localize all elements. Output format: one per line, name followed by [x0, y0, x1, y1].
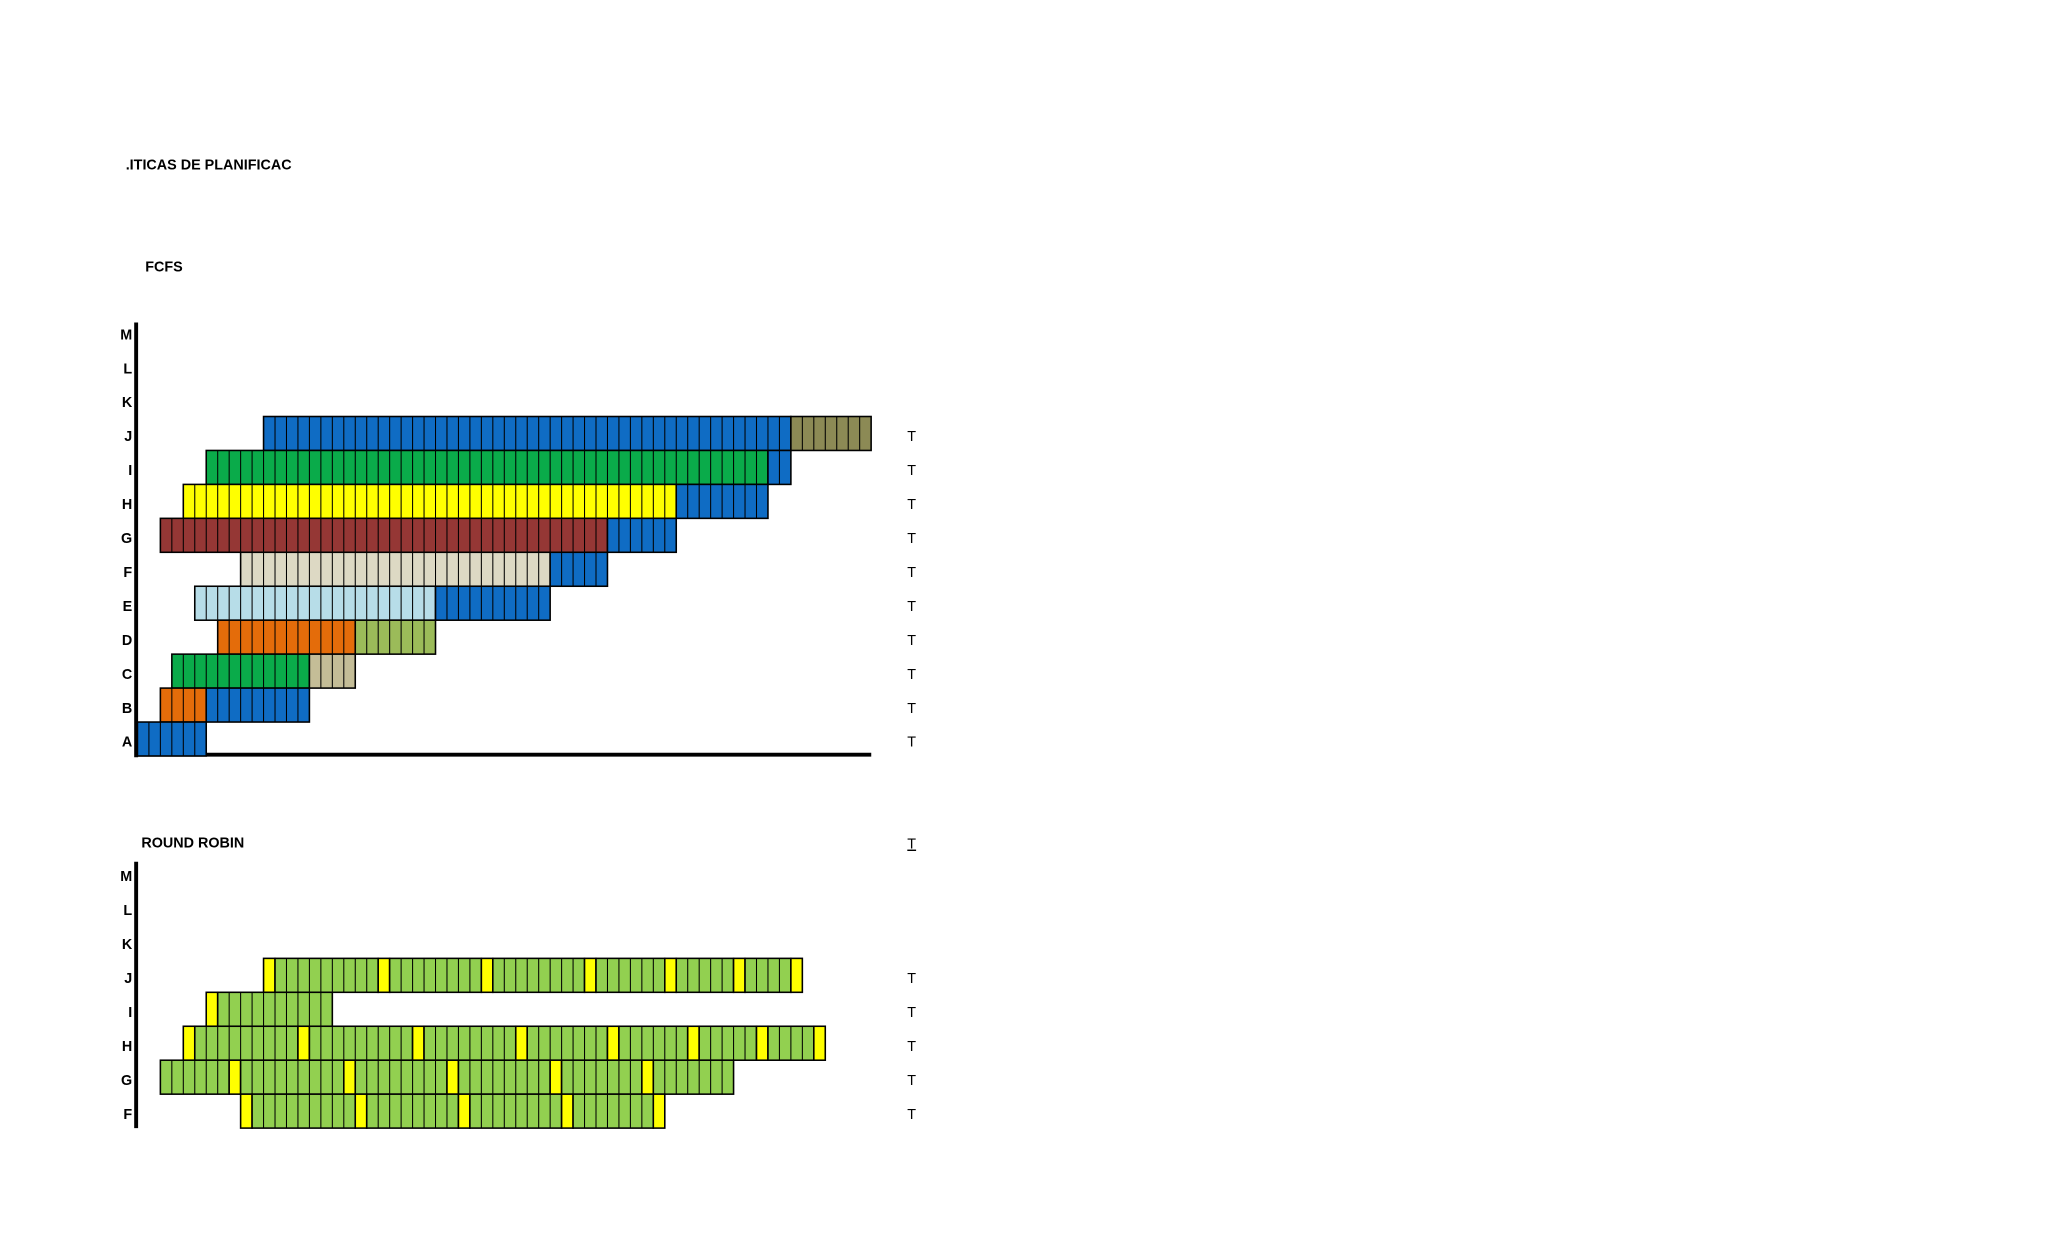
- row-mark: T: [907, 735, 916, 751]
- row-label: F: [123, 565, 132, 581]
- task-segment: [205, 449, 769, 486]
- task-segment: [205, 687, 311, 723]
- task-segment: [354, 1093, 368, 1129]
- row-label: L: [123, 361, 132, 377]
- row-label: J: [124, 971, 132, 987]
- task-segment: [526, 1025, 609, 1061]
- row-mark: T: [907, 667, 916, 683]
- task-segment: [239, 1093, 253, 1129]
- row-mark: T: [907, 463, 916, 479]
- task-segment: [583, 957, 597, 994]
- row-label: J: [124, 429, 132, 445]
- task-segment: [239, 1059, 345, 1095]
- row-label: I: [128, 463, 132, 479]
- task-segment: [446, 1059, 460, 1095]
- header-mark: T: [907, 837, 916, 853]
- row-label: C: [122, 667, 132, 683]
- task-segment: [205, 991, 219, 1028]
- task-segment: [698, 1025, 758, 1061]
- task-segment: [790, 957, 804, 994]
- task-segment: [732, 957, 746, 994]
- row-label: A: [122, 735, 132, 751]
- task-segment: [514, 1025, 529, 1061]
- task-segment: [480, 957, 494, 994]
- task-segment: [411, 1025, 425, 1061]
- task-segment: [228, 1059, 242, 1095]
- task-segment: [549, 1059, 563, 1095]
- task-segment: [641, 1059, 655, 1095]
- sheet-title: .ITICAS DE PLANIFICAC: [126, 158, 292, 174]
- row-mark: T: [907, 701, 916, 717]
- row-mark: T: [907, 497, 916, 513]
- row-mark: T: [907, 971, 916, 987]
- row-label: K: [122, 395, 133, 411]
- task-segment: [457, 1093, 471, 1129]
- task-segment: [262, 957, 276, 994]
- row-label: F: [123, 1107, 132, 1123]
- row-mark: T: [907, 1005, 916, 1021]
- row-mark: T: [907, 565, 916, 581]
- task-segment: [182, 1025, 196, 1061]
- task-segment: [549, 551, 609, 588]
- task-segment: [193, 1025, 299, 1061]
- section-title: FCFS: [145, 259, 183, 275]
- row-label: I: [128, 1005, 132, 1021]
- task-segment: [343, 1059, 357, 1095]
- task-segment: [159, 517, 609, 554]
- row-mark: T: [907, 531, 916, 547]
- task-segment: [377, 957, 391, 994]
- task-segment: [560, 1059, 643, 1095]
- task-segment: [193, 585, 437, 621]
- task-segment: [652, 1093, 666, 1129]
- row-mark: T: [907, 1073, 916, 1089]
- task-segment: [606, 1025, 620, 1061]
- task-segment: [308, 1025, 414, 1061]
- row-mark: T: [907, 429, 916, 445]
- task-segment: [297, 1025, 311, 1061]
- task-segment: [354, 619, 437, 655]
- task-segment: [790, 415, 872, 452]
- task-segment: [686, 1025, 700, 1061]
- row-label: L: [123, 903, 132, 919]
- section-title: ROUND ROBIN: [141, 835, 244, 851]
- row-mark: T: [907, 633, 916, 649]
- task-segment: [560, 1093, 574, 1129]
- row-label: K: [122, 937, 133, 953]
- task-segment: [652, 1059, 735, 1095]
- row-mark: T: [907, 1039, 916, 1055]
- task-segment: [675, 957, 735, 994]
- row-label: H: [122, 1039, 132, 1055]
- row-label: M: [120, 869, 132, 885]
- row-mark: T: [907, 1107, 916, 1123]
- row-label: G: [121, 531, 132, 547]
- task-segment: [251, 1093, 357, 1129]
- row-label: D: [122, 633, 132, 649]
- task-segment: [572, 1093, 655, 1129]
- task-segment: [755, 1025, 769, 1061]
- row-label: H: [122, 497, 132, 513]
- task-segment: [274, 957, 379, 994]
- task-segment: [813, 1025, 827, 1061]
- task-segment: [182, 483, 678, 520]
- task-segment: [664, 957, 678, 994]
- row-mark: T: [907, 599, 916, 615]
- row-label: M: [120, 327, 132, 343]
- task-segment: [239, 551, 551, 588]
- row-label: G: [121, 1073, 132, 1089]
- row-label: E: [123, 599, 133, 615]
- row-label: B: [122, 701, 132, 717]
